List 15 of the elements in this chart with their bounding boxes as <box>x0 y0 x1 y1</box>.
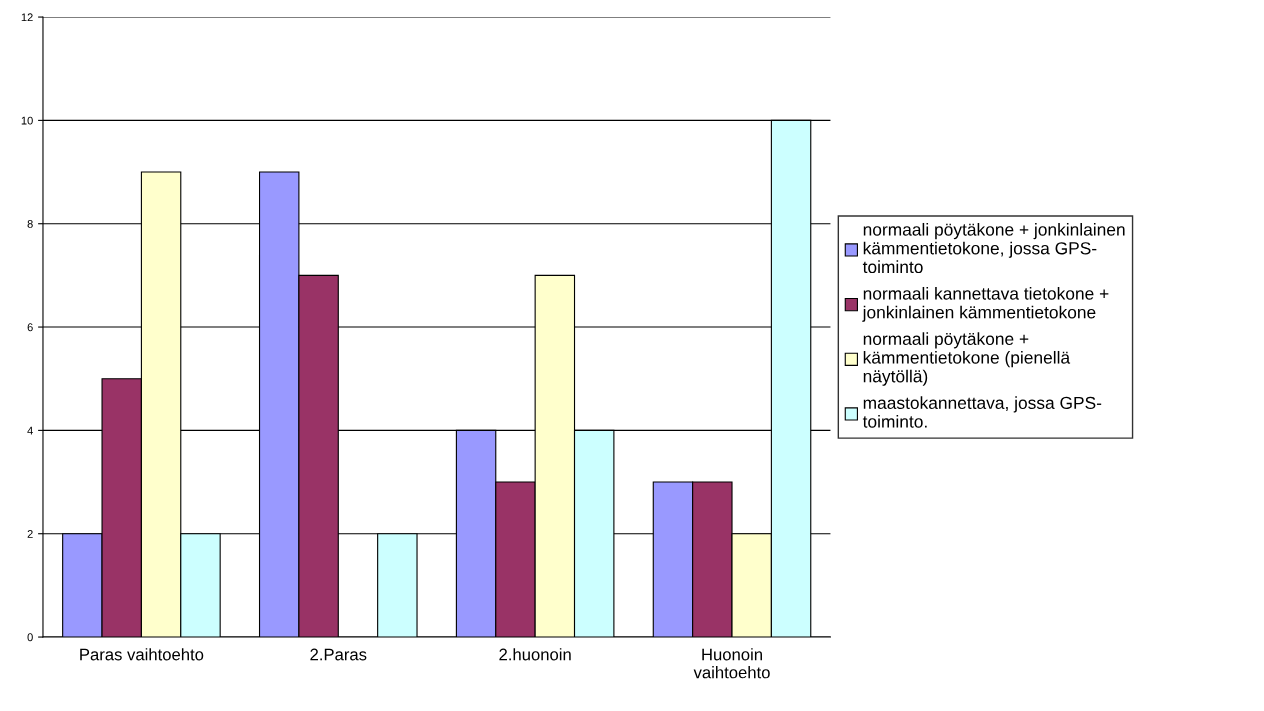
legend-label: normaali pöytäkone + kämmentietokone (pienellä näytöllä) <box>863 332 1071 386</box>
y-tick-label: 12 <box>21 13 33 22</box>
x-tick-label: 2.Paras <box>310 648 367 661</box>
y-tick-label: 4 <box>27 426 33 435</box>
legend-label: normaali pöytäkone + jonkinlainen kämmentietokone, jossa GPS- toiminto <box>862 222 1125 274</box>
legend-label: maastokannettava, jossa GPS- toiminto. <box>862 396 1102 428</box>
x-tick-label: Paras vaihtoehto <box>80 648 204 661</box>
x-tick-label: Huonoin vaihtoehto <box>693 648 770 679</box>
y-tick-label: 2 <box>27 529 33 538</box>
y-tick-label: 8 <box>27 220 33 228</box>
x-tick-label: 2.huonoin <box>499 648 571 661</box>
y-tick-label: 0 <box>27 633 33 642</box>
y-tick-label: 6 <box>27 323 33 332</box>
y-tick-label: 10 <box>21 116 33 125</box>
legend-label: normaali kannettava tietokone + jonkinlainen kämmentietokone <box>862 286 1109 322</box>
